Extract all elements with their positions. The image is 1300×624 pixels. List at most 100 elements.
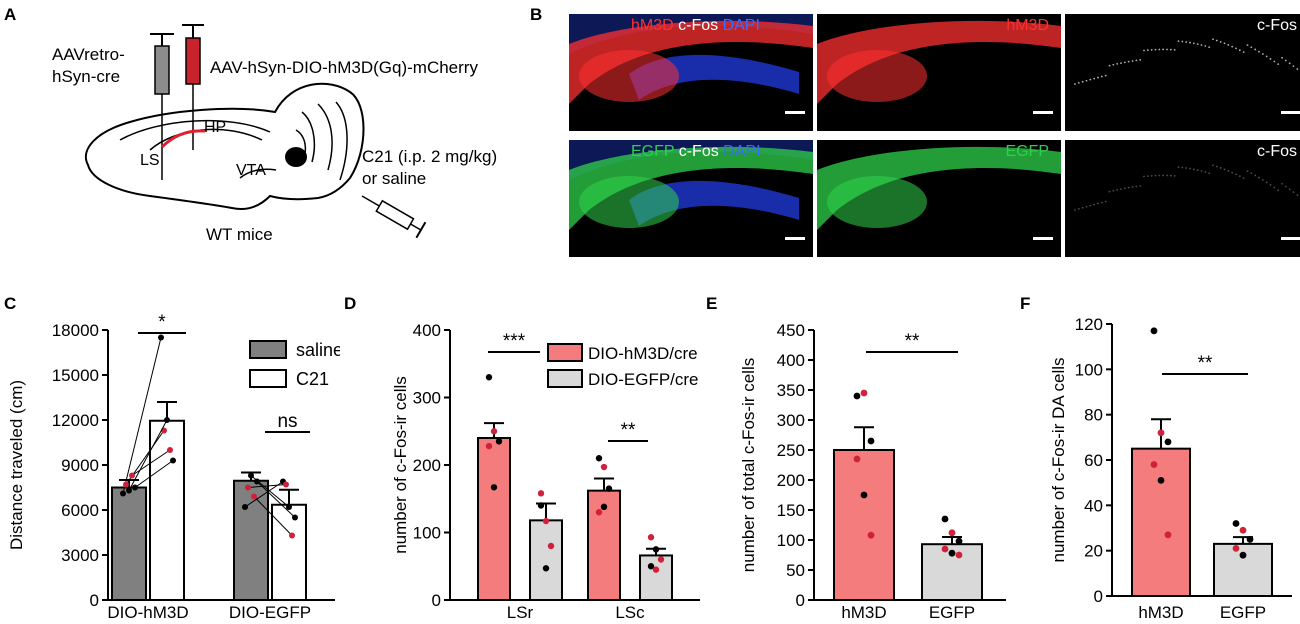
- data-point: [289, 532, 295, 539]
- data-point: [129, 472, 135, 479]
- micrograph-tissue: [1074, 38, 1299, 85]
- cfos-speck: [1196, 43, 1199, 46]
- micrograph-bottom-2: EGFP: [817, 140, 1061, 257]
- micrograph-label-cfos: c-Fos: [1257, 17, 1297, 34]
- cfos-speck: [1181, 166, 1184, 169]
- cfos-speck: [1265, 55, 1268, 58]
- cfos-speck: [1296, 194, 1299, 196]
- pair-line: [244, 481, 284, 508]
- data-point: [1232, 520, 1240, 527]
- cfos-speck: [1120, 62, 1122, 64]
- micrograph-label-cfos: c-Fos: [678, 143, 724, 160]
- data-point: [1150, 327, 1158, 335]
- y-tick-label: 50: [786, 561, 805, 580]
- data-point: [547, 542, 555, 550]
- legend-label-hm3d: DIO-hM3D/cre: [588, 344, 698, 363]
- cfos-speck: [1077, 82, 1080, 84]
- cfos-speck: [1235, 47, 1237, 50]
- pair-line: [131, 449, 171, 476]
- cfos-speck: [1223, 168, 1226, 171]
- y-tick-label: 400: [413, 321, 441, 340]
- data-point: [955, 537, 963, 545]
- micrograph-tissue: [569, 14, 813, 104]
- y-tick-label: 250: [777, 441, 805, 460]
- micrograph-label: c-Fos: [1257, 143, 1297, 161]
- y-tick-label: 0: [1094, 587, 1103, 606]
- cfos-speck: [1265, 181, 1268, 184]
- cfos-speck: [1146, 49, 1149, 52]
- data-point: [595, 509, 603, 516]
- data-point: [286, 504, 292, 510]
- cfos-speck: [1093, 77, 1096, 80]
- data-point: [867, 437, 875, 445]
- y-tick-label: 450: [777, 321, 805, 340]
- cfos-speck: [1150, 48, 1153, 51]
- cfos-speck: [1185, 41, 1188, 43]
- micrograph-label: hM3D: [1006, 17, 1049, 35]
- region-hp-label: HP: [204, 119, 226, 136]
- micrograph-top-3: c-Fos: [1065, 14, 1300, 131]
- micrograph-label-dapi: DAPI: [722, 17, 760, 34]
- bar-hm3d: [1131, 447, 1191, 597]
- y-tick-label: 18000: [52, 321, 99, 340]
- y-tick-label: 200: [413, 456, 441, 475]
- cfos-speck: [1200, 44, 1203, 46]
- cfos-speck: [1177, 40, 1180, 43]
- y-tick-label: 300: [777, 411, 805, 430]
- cfos-speck: [1158, 174, 1161, 177]
- cfos-speck: [1127, 186, 1130, 189]
- virus-retro-label-2: hSyn-cre: [52, 67, 120, 86]
- x-tick-label: EGFP: [929, 603, 975, 622]
- micrograph-tissue: [817, 146, 1061, 230]
- cfos-speck: [1269, 58, 1272, 60]
- pair-line: [134, 460, 174, 488]
- cfos-speck: [1181, 40, 1184, 43]
- cfos-speck: [1116, 63, 1119, 65]
- x-tick-label: LSr: [507, 603, 534, 622]
- cfos-speck: [1254, 48, 1257, 51]
- data-point: [292, 514, 298, 521]
- y-tick-label: 0: [90, 591, 99, 610]
- cfos-speck: [1231, 171, 1234, 174]
- cfos-speck: [1227, 44, 1230, 46]
- cfos-speck: [1189, 41, 1191, 44]
- cfos-speck: [1085, 79, 1088, 82]
- cfos-speck: [1135, 185, 1138, 188]
- data-point: [605, 485, 613, 492]
- y-tick-label: 6000: [61, 501, 99, 520]
- pair-line: [128, 419, 168, 491]
- data-point: [1164, 438, 1172, 446]
- bar-c21: [149, 419, 185, 601]
- cfos-speck: [1273, 60, 1276, 63]
- data-point: [167, 447, 173, 453]
- cfos-speck: [1242, 177, 1245, 180]
- ls-projection: [160, 129, 206, 149]
- cfos-speck: [1093, 203, 1096, 206]
- fluorescence-region: [569, 20, 813, 104]
- y-tick-label: 100: [413, 524, 441, 543]
- cfos-speck: [1223, 42, 1226, 45]
- cfos-speck: [1143, 175, 1145, 178]
- data-point: [158, 334, 164, 341]
- cfos-speck: [1074, 83, 1076, 85]
- cfos-speck: [1281, 56, 1283, 59]
- data-point: [537, 502, 545, 509]
- significance-label: **: [621, 420, 636, 441]
- data-point: [1239, 551, 1247, 559]
- virus-dio-label: AAV-hSyn-DIO-hM3D(Gq)-mCherry: [210, 58, 478, 77]
- cfos-speck: [1284, 185, 1287, 188]
- y-tick-label: 0: [432, 591, 441, 610]
- fluorescence-core: [827, 50, 927, 102]
- cfos-speck: [1246, 170, 1249, 173]
- data-point: [537, 490, 545, 497]
- midbrain-blob: [285, 147, 307, 167]
- y-tick-label: 40: [1084, 496, 1103, 515]
- cfos-speck: [1077, 208, 1080, 210]
- cfos-speck: [1208, 46, 1211, 48]
- y-tick-label: 0: [796, 591, 805, 610]
- data-point: [647, 534, 655, 541]
- cfos-speck: [1112, 189, 1115, 192]
- corpus-callosum: [119, 119, 271, 141]
- micrograph-label: hM3D c-Fos DAPI: [631, 17, 760, 35]
- cfos-speck: [1215, 165, 1218, 168]
